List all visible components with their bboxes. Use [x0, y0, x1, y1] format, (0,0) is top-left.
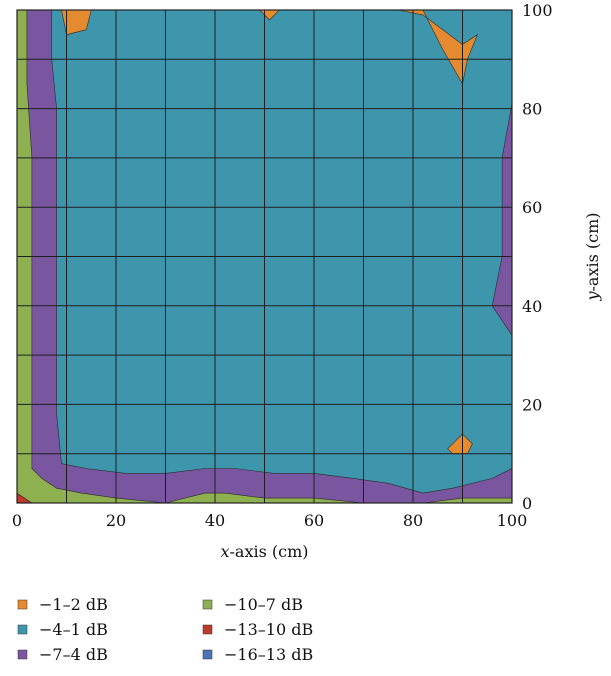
x-axis-title-rest: -axis (cm)	[230, 542, 309, 561]
contour-region-1	[17, 10, 512, 503]
contour-region-3	[17, 10, 512, 503]
y-tick-label: 0	[522, 494, 532, 513]
legend-label-4: −13–10 dB	[224, 620, 313, 639]
legend-swatch-1	[17, 624, 28, 635]
legend-swatch-5	[202, 649, 213, 660]
legend-swatch-3	[202, 599, 213, 610]
x-tick-label: 0	[12, 511, 22, 530]
y-tick-label: 60	[522, 198, 542, 217]
legend-swatch-2	[17, 649, 28, 660]
y-axis-title-var: y	[583, 291, 602, 302]
legend-label-2: −7–4 dB	[39, 645, 108, 664]
y-axis-ticks: 0 20 40 60 80 100	[522, 1, 553, 513]
legend-label-1: −4–1 dB	[39, 620, 108, 639]
grid-lines	[17, 10, 512, 503]
y-tick-label: 40	[522, 297, 542, 316]
legend-swatch-4	[202, 624, 213, 635]
y-axis-title-rest: -axis (cm)	[583, 212, 602, 291]
legend: −1–2 dB −4–1 dB −7–4 dB −10–7 dB −13–10 dB −1…	[17, 595, 313, 664]
plot-frame	[16, 9, 513, 504]
contour-region-2	[491, 103, 512, 336]
x-tick-label: 100	[497, 511, 528, 530]
y-tick-label: 20	[522, 395, 542, 414]
legend-label-3: −10–7 dB	[224, 595, 303, 614]
x-axis-title: x-axis (cm)	[220, 542, 308, 561]
legend-label-5: −16–13 dB	[224, 645, 313, 664]
x-tick-label: 20	[106, 511, 126, 530]
y-axis-title: y-axis (cm)	[583, 212, 602, 301]
contour-region-8	[17, 492, 33, 503]
x-axis-ticks: 0 20 40 60 80 100	[12, 511, 527, 530]
x-tick-label: 80	[403, 511, 423, 530]
contour-region-4	[61, 10, 92, 36]
y-tick-label: 100	[522, 1, 553, 20]
x-tick-label: 60	[304, 511, 324, 530]
contour-region-7	[447, 433, 473, 455]
legend-swatch-0	[17, 599, 28, 610]
x-tick-label: 40	[205, 511, 225, 530]
legend-label-0: −1–2 dB	[39, 595, 108, 614]
x-axis-title-var: x	[220, 542, 229, 561]
y-tick-label: 80	[522, 100, 542, 119]
contour-region-6	[398, 10, 479, 85]
